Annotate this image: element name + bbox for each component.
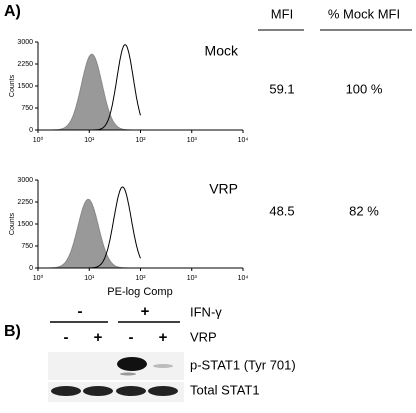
- x-tick-label: 10⁰: [33, 274, 44, 282]
- y-tick-label: 1500: [17, 83, 33, 90]
- vrp-mark: +: [94, 329, 103, 346]
- band: [117, 357, 147, 371]
- percent-value: 82 %: [349, 203, 379, 218]
- blot-label: Total STAT1: [190, 382, 260, 397]
- y-axis-label: Counts: [9, 74, 16, 97]
- x-tick-label: 10¹: [84, 137, 95, 144]
- column-header: % Mock MFI: [328, 6, 400, 21]
- band: [116, 386, 146, 396]
- blot: [48, 382, 184, 402]
- vrp-mark: +: [159, 329, 168, 346]
- histogram-label: VRP: [209, 181, 238, 197]
- band: [83, 386, 113, 396]
- vrp-mark: -: [129, 329, 134, 346]
- histogram-label: Mock: [205, 43, 239, 59]
- y-tick-label: 0: [29, 127, 33, 134]
- band: [51, 386, 81, 396]
- histogram-filled: [48, 198, 141, 269]
- band: [120, 372, 136, 376]
- panel-label: B): [4, 323, 21, 340]
- x-axis-label: PE-log Comp: [107, 286, 172, 298]
- vrp-mark: -: [64, 329, 69, 346]
- y-tick-label: 3000: [17, 177, 33, 184]
- x-tick-label: 10²: [135, 137, 146, 144]
- ifn-mark: -: [78, 303, 83, 320]
- x-tick-label: 10³: [187, 137, 198, 144]
- x-tick-label: 10¹: [84, 275, 95, 282]
- y-tick-label: 750: [21, 105, 33, 112]
- mfi-value: 48.5: [269, 203, 294, 218]
- panel-label: A): [4, 3, 21, 20]
- histogram-filled: [48, 53, 141, 131]
- mfi-value: 59.1: [269, 81, 294, 96]
- y-tick-label: 2250: [17, 61, 33, 68]
- x-tick-label: 10⁴: [238, 137, 249, 144]
- x-tick-label: 10²: [135, 275, 146, 282]
- y-tick-label: 0: [29, 265, 33, 272]
- x-tick-label: 10³: [187, 275, 198, 282]
- vrp-label: VRP: [190, 329, 217, 344]
- y-tick-label: 3000: [17, 39, 33, 46]
- y-axis-label: Counts: [9, 212, 16, 235]
- x-tick-label: 10⁰: [33, 136, 44, 144]
- ifn-label: IFN-γ: [190, 304, 222, 319]
- band: [148, 386, 178, 396]
- ifn-mark: +: [141, 303, 150, 320]
- column-header: MFI: [271, 6, 293, 21]
- y-tick-label: 1500: [17, 221, 33, 228]
- y-tick-label: 2250: [17, 199, 33, 206]
- x-tick-label: 10⁴: [238, 275, 249, 282]
- band: [153, 364, 173, 368]
- y-tick-label: 750: [21, 243, 33, 250]
- blot-label: p-STAT1 (Tyr 701): [190, 357, 296, 372]
- percent-value: 100 %: [346, 81, 383, 96]
